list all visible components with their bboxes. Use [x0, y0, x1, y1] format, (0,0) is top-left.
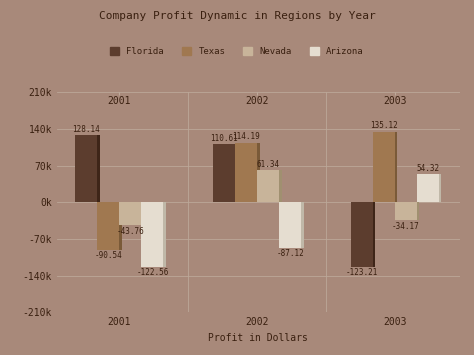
Bar: [353, 202, 375, 267]
Bar: [282, 202, 304, 248]
Bar: [141, 202, 164, 267]
Text: 61.34: 61.34: [256, 160, 280, 169]
Bar: [100, 202, 122, 250]
Text: 135.12: 135.12: [370, 121, 398, 130]
Bar: [419, 174, 441, 202]
Bar: [75, 135, 97, 202]
Bar: [397, 202, 419, 220]
Text: -123.21: -123.21: [346, 268, 378, 277]
Text: 114.19: 114.19: [232, 132, 260, 141]
Bar: [122, 202, 144, 225]
Bar: [97, 202, 119, 250]
Bar: [235, 142, 257, 202]
Bar: [257, 170, 279, 202]
Text: -122.56: -122.56: [136, 268, 169, 277]
Bar: [260, 170, 282, 202]
Text: 128.14: 128.14: [73, 125, 100, 134]
Bar: [373, 132, 395, 202]
Bar: [213, 144, 235, 202]
Text: 2001: 2001: [108, 95, 131, 105]
Bar: [395, 202, 417, 220]
Text: 2002: 2002: [246, 95, 269, 105]
X-axis label: Profit in Dollars: Profit in Dollars: [209, 333, 308, 343]
Text: Company Profit Dynamic in Regions by Year: Company Profit Dynamic in Regions by Yea…: [99, 11, 375, 21]
Legend: Florida, Texas, Nevada, Arizona: Florida, Texas, Nevada, Arizona: [107, 44, 367, 60]
Text: 110.61: 110.61: [210, 134, 238, 143]
Bar: [216, 144, 237, 202]
Bar: [237, 142, 260, 202]
Bar: [351, 202, 373, 267]
Text: -87.12: -87.12: [276, 249, 304, 258]
Bar: [144, 202, 166, 267]
Text: -34.17: -34.17: [392, 222, 420, 230]
Text: -43.76: -43.76: [117, 226, 144, 236]
Bar: [375, 132, 397, 202]
Bar: [417, 174, 439, 202]
Bar: [279, 202, 301, 248]
Bar: [78, 135, 100, 202]
Text: -90.54: -90.54: [94, 251, 122, 260]
Text: 54.32: 54.32: [416, 164, 439, 173]
Text: 2003: 2003: [383, 95, 407, 105]
Bar: [119, 202, 141, 225]
